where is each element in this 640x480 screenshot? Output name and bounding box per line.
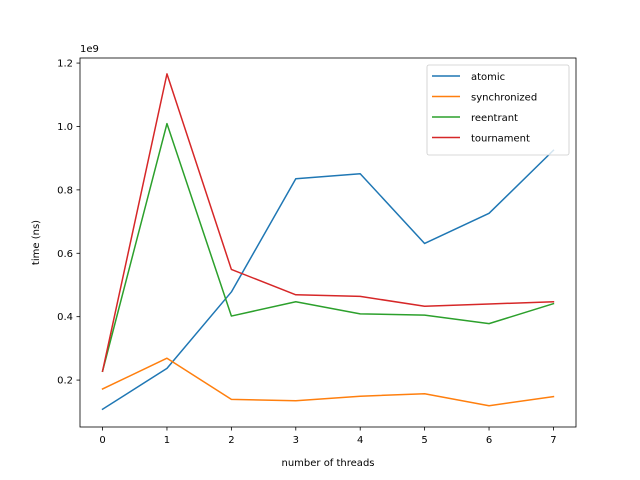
y-tick-label: 0.6 (57, 249, 73, 260)
legend-label-synchronized: synchronized (471, 93, 537, 104)
legend-label-atomic: atomic (471, 72, 505, 83)
legend-box (426, 64, 570, 156)
x-tick-label: 0 (99, 435, 105, 446)
x-tick-label: 3 (293, 435, 299, 446)
y-tick-label: 0.4 (57, 312, 73, 323)
x-tick-label: 6 (486, 435, 492, 446)
legend: atomic synchronized reentrant tournament (426, 64, 570, 156)
x-tick-label: 2 (228, 435, 234, 446)
x-tick-label: 1 (164, 435, 170, 446)
x-tick-label: 7 (550, 435, 556, 446)
axes-frame (79, 57, 577, 428)
series-lines (101, 73, 555, 411)
y-axis-label: time (ns) (31, 220, 42, 265)
y-tick-label: 0.2 (57, 376, 73, 387)
series-line-synchronized (101, 357, 555, 407)
x-tick-label: 5 (421, 435, 427, 446)
x-axis: 0 1 2 3 4 5 6 7 (99, 427, 557, 446)
legend-label-tournament: tournament (471, 134, 530, 145)
y-tick-label: 1.2 (57, 59, 73, 70)
series-line-reentrant (101, 122, 555, 373)
series-line-tournament (101, 73, 555, 373)
legend-label-reentrant: reentrant (471, 113, 518, 124)
x-tick-label: 4 (357, 435, 363, 446)
series-line-atomic (101, 149, 555, 411)
y-tick-label: 0.8 (57, 185, 73, 196)
y-axis-offset-label: 1e9 (80, 44, 99, 55)
y-tick-label: 1.0 (57, 122, 73, 133)
y-axis: 0.2 0.4 0.6 0.8 1.0 1.2 (57, 59, 80, 387)
x-axis-label: number of threads (281, 458, 374, 469)
